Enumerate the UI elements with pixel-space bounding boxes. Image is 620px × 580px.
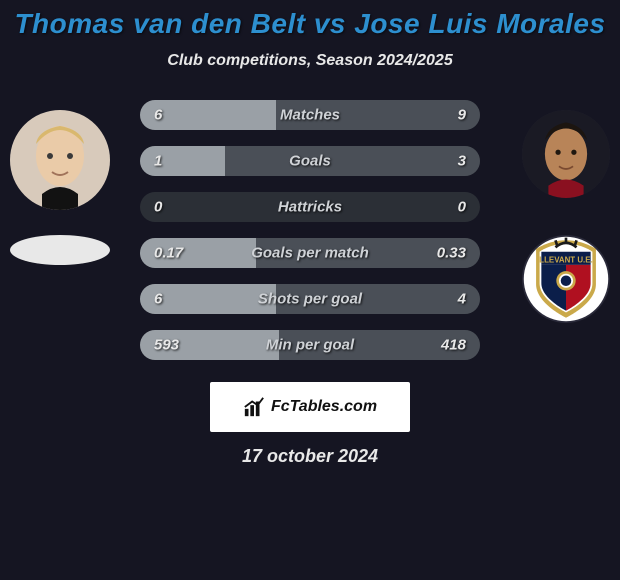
subtitle: Club competitions, Season 2024/2025 xyxy=(0,52,620,70)
stat-value-right: 4 xyxy=(458,291,466,308)
player-left-face-icon xyxy=(10,110,110,210)
stat-value-left: 6 xyxy=(154,107,162,124)
levante-crest-icon: LLEVANT U.E. xyxy=(522,235,610,323)
comparison-arena: LLEVANT U.E. 6 9 Matches 1 3 Goals 0 0 Hattricks… xyxy=(0,100,620,360)
stat-row: 0 0 Hattricks xyxy=(140,192,480,222)
stat-label: Matches xyxy=(280,107,340,124)
stat-label: Goals xyxy=(289,153,331,170)
stat-value-left: 593 xyxy=(154,337,179,354)
stat-label: Min per goal xyxy=(266,337,354,354)
stat-label: Goals per match xyxy=(251,245,369,262)
stat-value-right: 9 xyxy=(458,107,466,124)
club-right-badge: LLEVANT U.E. xyxy=(522,235,610,323)
player-right-face-icon xyxy=(522,110,610,198)
stat-row: 593 418 Min per goal xyxy=(140,330,480,360)
stat-value-left: 0.17 xyxy=(154,245,183,262)
stat-value-right: 0.33 xyxy=(437,245,466,262)
branding-text: FcTables.com xyxy=(271,398,377,416)
club-left-badge xyxy=(10,235,110,265)
stat-row: 1 3 Goals xyxy=(140,146,480,176)
player-left-avatar xyxy=(10,110,110,210)
stat-row: 6 4 Shots per goal xyxy=(140,284,480,314)
branding-badge: FcTables.com xyxy=(210,382,410,432)
stat-row: 0.17 0.33 Goals per match xyxy=(140,238,480,268)
stat-fill-left xyxy=(140,146,225,176)
stat-label: Shots per goal xyxy=(258,291,362,308)
stat-value-left: 0 xyxy=(154,199,162,216)
stat-value-left: 6 xyxy=(154,291,162,308)
stat-value-right: 0 xyxy=(458,199,466,216)
stat-row: 6 9 Matches xyxy=(140,100,480,130)
fctables-logo-icon xyxy=(243,396,265,418)
page-title: Thomas van den Belt vs Jose Luis Morales xyxy=(0,0,620,40)
svg-text:LLEVANT U.E.: LLEVANT U.E. xyxy=(539,255,592,264)
player-right-avatar xyxy=(522,110,610,198)
stat-value-right: 418 xyxy=(441,337,466,354)
date-text: 17 october 2024 xyxy=(0,446,620,467)
stat-rows: 6 9 Matches 1 3 Goals 0 0 Hattricks 0.17 0.33 Goals… xyxy=(140,100,480,360)
stat-value-right: 3 xyxy=(458,153,466,170)
stat-value-left: 1 xyxy=(154,153,162,170)
stat-fill-right xyxy=(225,146,480,176)
stat-label: Hattricks xyxy=(278,199,342,216)
